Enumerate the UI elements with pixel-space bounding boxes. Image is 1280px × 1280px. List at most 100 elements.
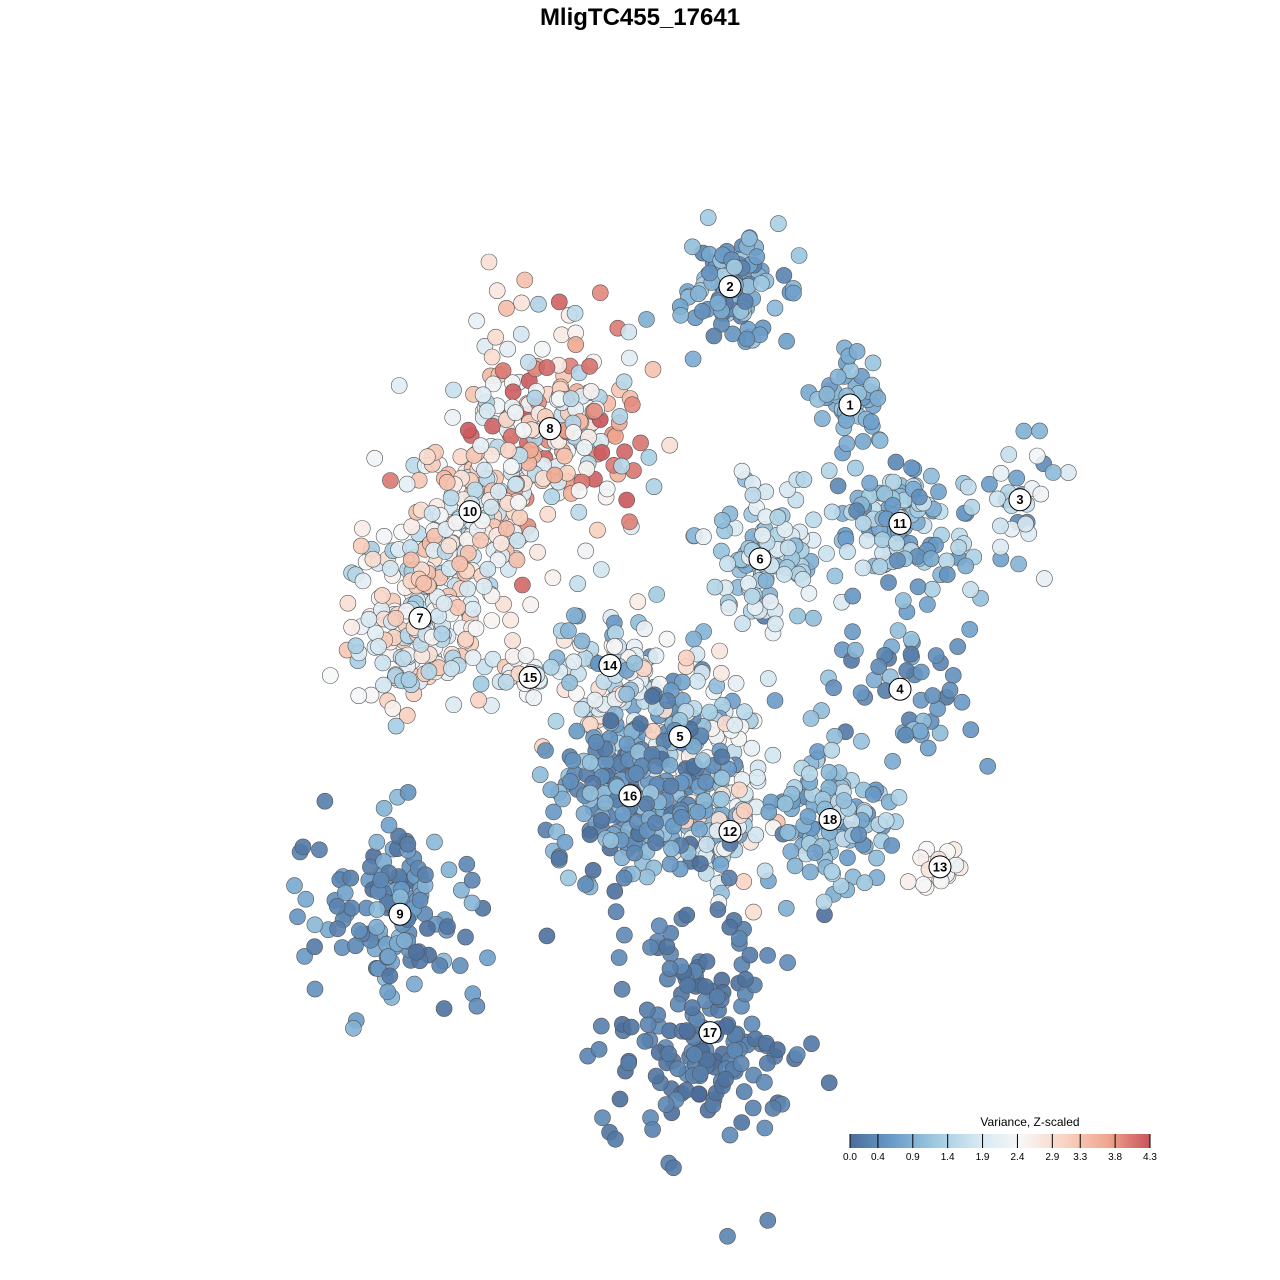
data-point [475,578,493,595]
data-point [844,587,862,605]
data-point [391,888,409,906]
cluster-label-text: 8 [546,421,553,436]
data-point [690,1085,708,1103]
data-point [844,623,861,641]
cluster-label-4: 4 [888,677,912,701]
colorbar-tick-label: 2.4 [1010,1152,1024,1163]
data-point [643,688,661,705]
data-point [311,841,328,859]
data-point [697,978,714,995]
data-point [553,326,571,344]
data-point [498,299,515,317]
data-point [854,559,872,577]
cluster-label-text: 16 [623,788,637,803]
data-point [1017,515,1034,533]
data-point [1031,422,1048,440]
cluster-label-text: 15 [523,670,537,685]
data-point [949,638,967,655]
data-point [484,375,502,393]
data-point [630,743,647,761]
data-point [673,808,690,826]
data-point [417,866,434,884]
data-point [504,383,522,401]
data-point [570,482,588,500]
data-point [962,581,979,598]
data-point [705,327,723,345]
data-point [806,844,824,861]
data-point [433,625,451,643]
data-point [665,1159,682,1177]
data-point [426,833,443,851]
data-point [581,754,599,771]
data-point [868,849,885,867]
data-point [620,323,638,341]
data-point [483,348,501,366]
data-point [375,676,392,694]
data-point [766,692,784,709]
data-point [826,567,844,585]
data-point [661,756,679,774]
data-point [444,409,462,426]
data-point [470,691,487,709]
data-point [556,447,573,465]
data-point [627,765,645,782]
data-point [890,788,908,806]
data-point [769,1041,786,1058]
data-point [864,786,882,803]
data-point [736,802,753,820]
cluster-label-text: 12 [723,824,737,839]
data-point [856,874,874,892]
data-point [406,975,423,993]
data-point [919,596,936,613]
cluster-label-badge [698,1021,722,1045]
data-point [992,517,1009,535]
data-point [658,938,676,956]
data-point [685,630,703,648]
data-point [581,784,599,802]
data-point [647,1067,665,1085]
data-point [542,658,560,676]
data-point [766,299,784,317]
data-point [730,930,748,947]
data-point [602,832,620,849]
data-point [366,449,384,467]
data-point [398,475,416,493]
data-point [719,555,736,573]
data-point [515,422,532,439]
data-point [411,891,429,909]
cluster-label-text: 11 [893,516,907,531]
data-point [692,855,709,873]
data-point [442,489,460,507]
data-point [979,757,997,775]
colorbar-tick-label: 4.3 [1143,1152,1157,1163]
data-point [712,856,730,873]
data-point [820,1074,838,1092]
data-point [368,901,386,918]
data-point [691,820,708,838]
data-point [910,488,928,506]
data-point [795,471,813,488]
data-point [560,869,577,887]
data-point [440,537,458,555]
data-point [744,486,762,504]
data-point [813,410,831,427]
data-point [650,917,668,935]
data-point [479,560,497,578]
data-point [622,1018,640,1036]
data-point [963,498,981,516]
data-point [615,869,633,887]
data-point [992,464,1010,482]
data-point [507,404,524,422]
data-point [610,949,628,966]
data-point [343,899,360,917]
data-point [737,970,754,988]
data-point [577,542,595,560]
data-point [286,877,303,894]
data-point [626,844,643,862]
data-point [586,402,603,420]
data-point [706,578,724,596]
data-point [644,722,662,740]
data-point [581,358,598,375]
data-point [516,271,534,289]
